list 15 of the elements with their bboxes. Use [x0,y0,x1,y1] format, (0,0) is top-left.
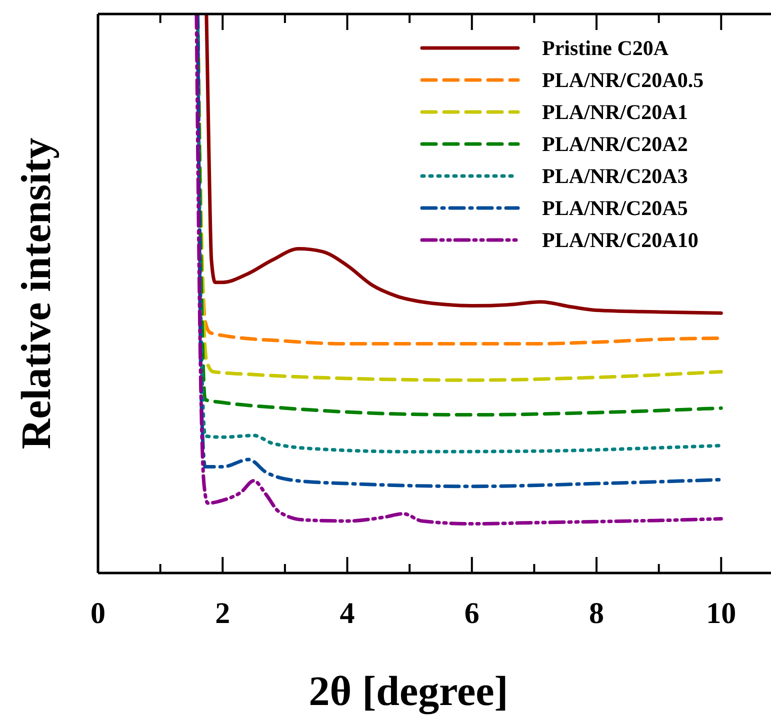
legend-label: PLA/NR/C20A3 [542,164,688,188]
y-axis-title: Relative intensity [14,138,60,450]
legend-label: PLA/NR/C20A5 [542,196,688,220]
x-tick-label: 0 [90,597,106,630]
legend-label: PLA/NR/C20A0.5 [542,68,704,92]
x-tick-label: 2 [215,597,230,630]
legend-label: PLA/NR/C20A2 [542,132,688,156]
x-tick-label: 4 [340,597,355,630]
legend-label: PLA/NR/C20A10 [542,228,698,252]
x-tick-label: 10 [706,597,736,630]
x-tick-label: 6 [464,597,480,630]
legend-label: Pristine C20A [542,36,670,60]
legend-label: PLA/NR/C20A1 [542,100,688,124]
x-tick-label: 8 [589,597,604,630]
x-axis-title: 2θ [degree] [308,669,508,715]
